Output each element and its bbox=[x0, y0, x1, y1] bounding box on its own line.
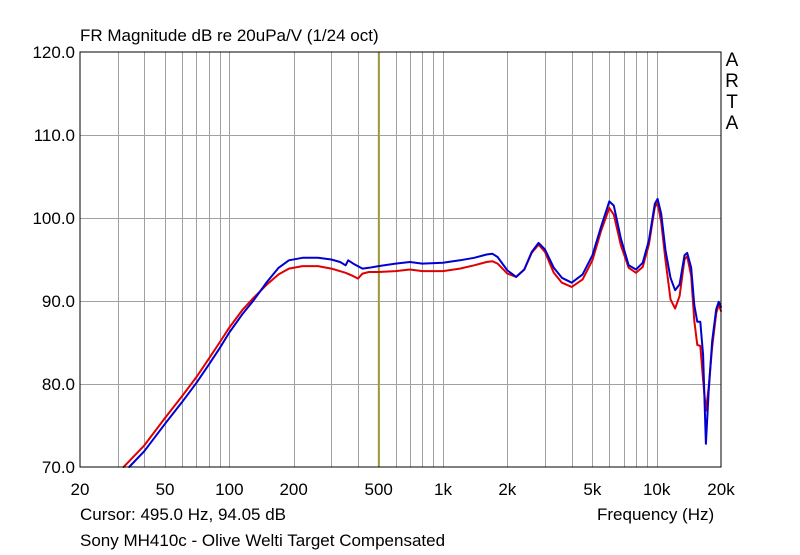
y-tick-label: 70.0 bbox=[42, 458, 75, 477]
plot-frame bbox=[79, 51, 722, 468]
y-tick-label: 90.0 bbox=[42, 292, 75, 311]
x-tick-label: 500 bbox=[365, 480, 393, 499]
y-tick-label: 110.0 bbox=[34, 126, 75, 145]
brand-letter: A bbox=[725, 113, 739, 134]
chart-caption: Sony MH410c - Olive Welti Target Compens… bbox=[80, 531, 446, 550]
x-tick-label: 100 bbox=[215, 480, 243, 499]
x-tick-label: 10k bbox=[643, 480, 671, 499]
y-tick-label: 100.0 bbox=[32, 209, 75, 228]
y-tick-label: 80.0 bbox=[42, 375, 75, 394]
series-line-2 bbox=[128, 197, 722, 468]
brand-letter: A bbox=[725, 50, 739, 71]
brand-letter: R bbox=[725, 71, 739, 92]
series-group bbox=[122, 197, 722, 468]
x-tick-label: 200 bbox=[279, 480, 307, 499]
x-tick-label: 2k bbox=[498, 480, 516, 499]
y-tick-label: 120.0 bbox=[32, 43, 75, 62]
brand-letter: T bbox=[726, 92, 738, 113]
chart-title: FR Magnitude dB re 20uPa/V (1/24 oct) bbox=[80, 26, 379, 45]
y-tick-labels: 70.0 80.0 90.0 100.0 110.0 120.0 bbox=[32, 43, 75, 477]
x-tick-labels: 20 50 100 200 500 1k 2k 5k 10k 20k bbox=[71, 480, 736, 499]
cursor-readout: Cursor: 495.0 Hz, 94.05 dB bbox=[80, 505, 287, 524]
x-tick-label: 5k bbox=[583, 480, 601, 499]
x-axis-label: Frequency (Hz) bbox=[597, 505, 715, 524]
x-tick-label: 1k bbox=[434, 480, 452, 499]
x-tick-label: 20k bbox=[707, 480, 735, 499]
x-tick-label: 20 bbox=[71, 480, 90, 499]
x-tick-label: 50 bbox=[156, 480, 175, 499]
grid bbox=[80, 52, 721, 467]
